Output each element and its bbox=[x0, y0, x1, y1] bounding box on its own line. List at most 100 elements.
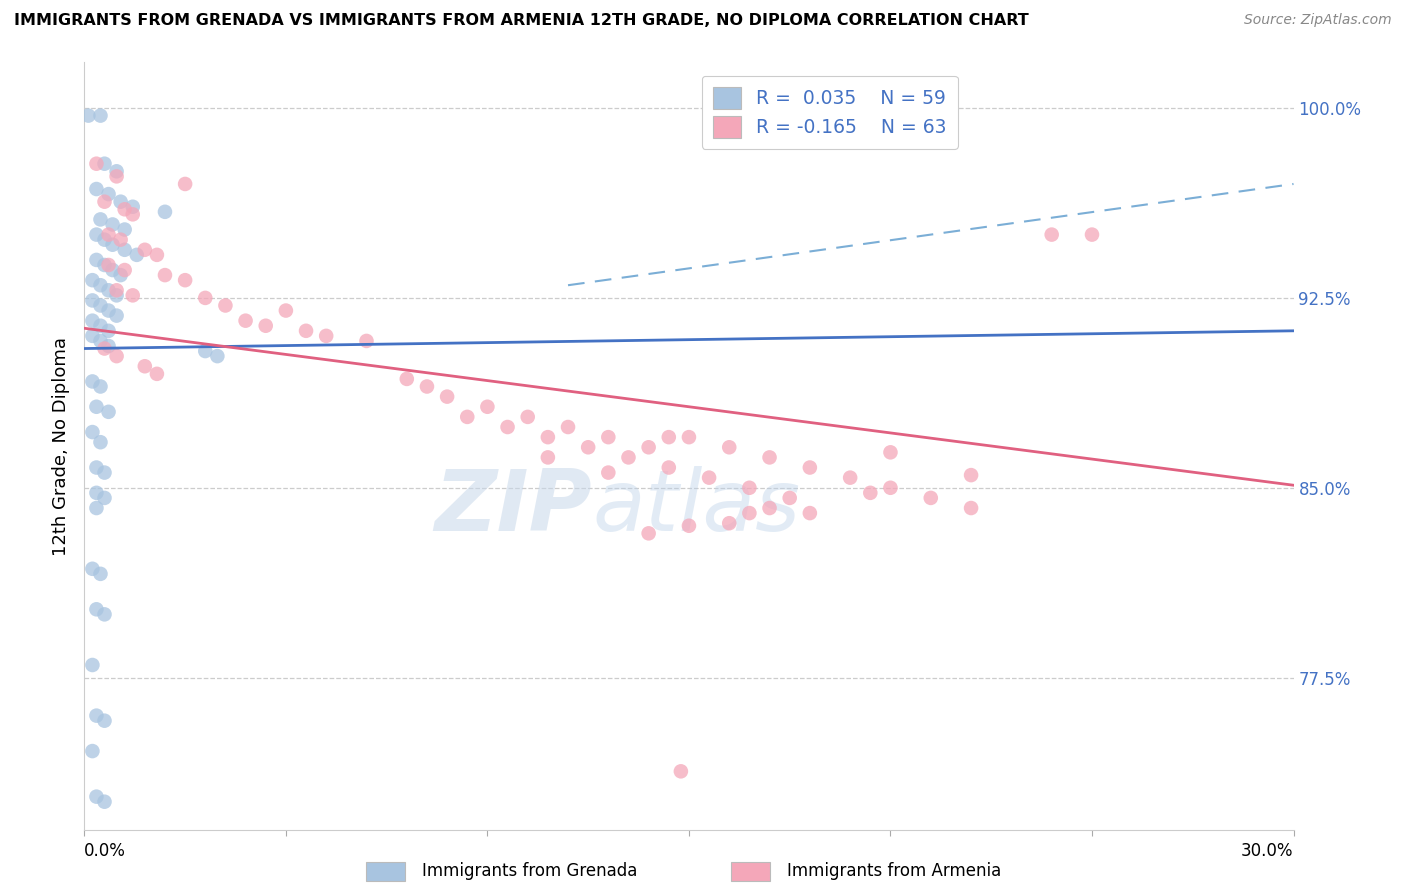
Point bbox=[859, 486, 882, 500]
Point bbox=[93, 233, 115, 247]
Point bbox=[105, 349, 128, 363]
Point bbox=[97, 283, 120, 297]
Point bbox=[207, 349, 229, 363]
Point bbox=[637, 526, 659, 541]
Point bbox=[920, 491, 942, 505]
Point bbox=[879, 445, 901, 459]
Point bbox=[110, 233, 132, 247]
Point bbox=[516, 409, 538, 424]
Point bbox=[1081, 227, 1104, 242]
Text: 0.0%: 0.0% bbox=[84, 842, 127, 860]
Point bbox=[194, 291, 217, 305]
Point bbox=[697, 470, 720, 484]
Point bbox=[105, 309, 128, 323]
Point bbox=[395, 372, 418, 386]
Point bbox=[86, 501, 108, 516]
Point bbox=[174, 177, 197, 191]
Point bbox=[89, 109, 111, 123]
Point bbox=[146, 367, 169, 381]
Point bbox=[598, 430, 620, 444]
Point bbox=[89, 379, 111, 393]
Point bbox=[82, 293, 104, 308]
Point bbox=[718, 516, 741, 531]
Point bbox=[146, 248, 169, 262]
Point bbox=[97, 303, 120, 318]
Point bbox=[82, 744, 104, 758]
Point bbox=[637, 440, 659, 454]
Text: Immigrants from Grenada: Immigrants from Grenada bbox=[422, 863, 637, 880]
Legend: R =  0.035    N = 59, R = -0.165    N = 63: R = 0.035 N = 59, R = -0.165 N = 63 bbox=[702, 76, 957, 149]
Point bbox=[114, 263, 136, 277]
Point bbox=[86, 708, 108, 723]
Point bbox=[82, 658, 104, 673]
Point bbox=[779, 491, 801, 505]
Point bbox=[758, 450, 780, 465]
Point bbox=[97, 339, 120, 353]
Point bbox=[114, 202, 136, 217]
Point bbox=[879, 481, 901, 495]
Point bbox=[86, 486, 108, 500]
Point bbox=[101, 218, 124, 232]
Point bbox=[315, 329, 337, 343]
Point bbox=[557, 420, 579, 434]
Point bbox=[93, 491, 115, 505]
Point bbox=[658, 430, 681, 444]
Point bbox=[105, 283, 128, 297]
Point bbox=[125, 248, 148, 262]
Point bbox=[110, 194, 132, 209]
Point bbox=[738, 506, 761, 520]
Point bbox=[114, 222, 136, 236]
Point bbox=[254, 318, 277, 333]
Point bbox=[93, 607, 115, 622]
Point bbox=[89, 334, 111, 348]
Point bbox=[89, 278, 111, 293]
Point bbox=[295, 324, 318, 338]
Point bbox=[174, 273, 197, 287]
Point bbox=[477, 400, 499, 414]
Point bbox=[86, 252, 108, 267]
Point bbox=[436, 390, 458, 404]
Point bbox=[82, 562, 104, 576]
Point bbox=[82, 425, 104, 439]
Point bbox=[153, 268, 176, 282]
Point bbox=[799, 460, 821, 475]
Point bbox=[86, 157, 108, 171]
Point bbox=[89, 435, 111, 450]
Point bbox=[960, 468, 983, 483]
Point bbox=[86, 789, 108, 804]
Point bbox=[718, 440, 741, 454]
Point bbox=[86, 460, 108, 475]
Point bbox=[114, 243, 136, 257]
Y-axis label: 12th Grade, No Diploma: 12th Grade, No Diploma bbox=[52, 336, 70, 556]
Point bbox=[93, 714, 115, 728]
Point bbox=[105, 164, 128, 178]
Point bbox=[93, 194, 115, 209]
Point bbox=[456, 409, 478, 424]
Point bbox=[97, 324, 120, 338]
Point bbox=[82, 329, 104, 343]
Point bbox=[758, 501, 780, 516]
Point bbox=[214, 298, 236, 312]
Point bbox=[89, 566, 111, 581]
Text: IMMIGRANTS FROM GRENADA VS IMMIGRANTS FROM ARMENIA 12TH GRADE, NO DIPLOMA CORREL: IMMIGRANTS FROM GRENADA VS IMMIGRANTS FR… bbox=[14, 13, 1029, 29]
Point bbox=[134, 359, 156, 374]
Point bbox=[93, 466, 115, 480]
Point bbox=[537, 450, 560, 465]
Point bbox=[121, 200, 143, 214]
Point bbox=[97, 227, 120, 242]
Point bbox=[617, 450, 640, 465]
Point bbox=[89, 212, 111, 227]
Point bbox=[110, 268, 132, 282]
Point bbox=[105, 169, 128, 184]
Point bbox=[235, 314, 257, 328]
Point bbox=[82, 314, 104, 328]
Point bbox=[194, 344, 217, 359]
Point bbox=[274, 303, 297, 318]
Point bbox=[416, 379, 439, 393]
Point bbox=[97, 187, 120, 202]
Point bbox=[93, 258, 115, 272]
Point bbox=[678, 518, 700, 533]
Point bbox=[86, 602, 108, 616]
Point bbox=[598, 466, 620, 480]
Point bbox=[86, 400, 108, 414]
